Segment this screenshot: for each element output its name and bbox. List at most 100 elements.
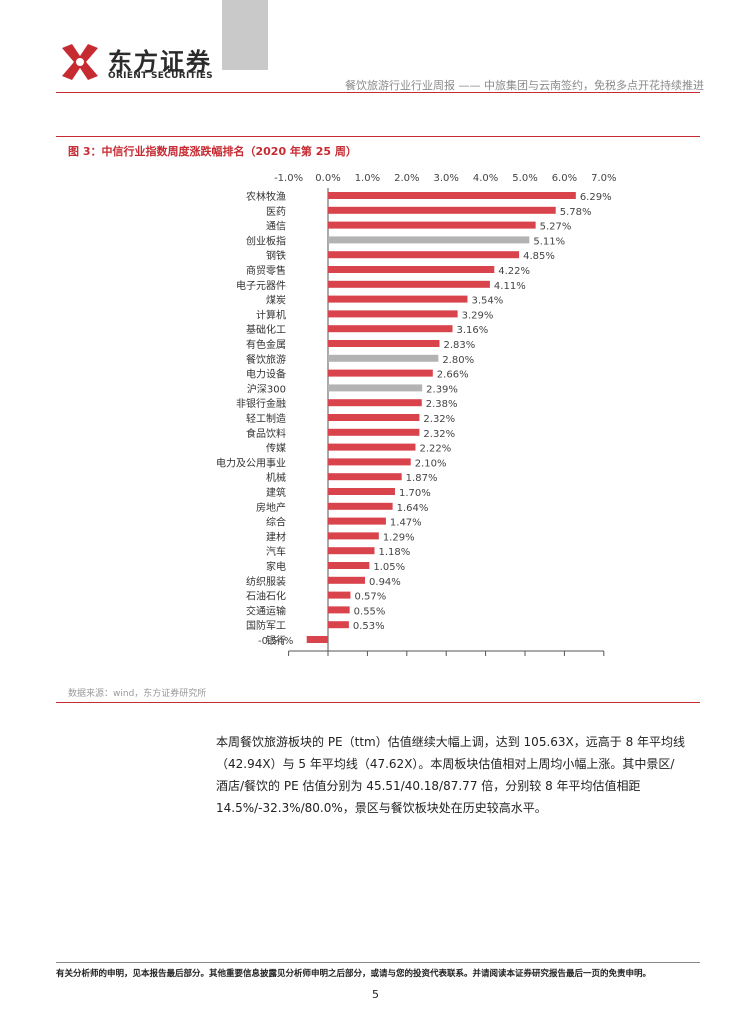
category-label: 基础化工	[246, 323, 286, 336]
x-tick-label: 1.0%	[355, 173, 380, 184]
logo-english-name: ORIENT SECURITIES	[108, 71, 213, 81]
x-tick-label: 0.0%	[315, 173, 340, 184]
x-tick-label: 5.0%	[512, 173, 537, 184]
bar	[328, 280, 490, 288]
bar	[328, 340, 440, 347]
bar	[328, 576, 366, 584]
category-label: 石油石化	[246, 590, 286, 603]
value-label: 4.85%	[523, 251, 555, 262]
bar	[328, 414, 420, 421]
value-label: 1.64%	[397, 503, 429, 514]
bar	[328, 591, 351, 599]
category-label: 沪深300	[247, 382, 286, 395]
bar	[306, 636, 328, 643]
value-label: 3.29%	[462, 310, 494, 321]
category-label: 食品饮料	[246, 427, 286, 440]
category-label: 煤炭	[266, 294, 286, 307]
footer-divider	[56, 962, 700, 963]
value-label: 5.27%	[540, 222, 572, 233]
category-label: 机械	[266, 471, 286, 484]
bar	[328, 354, 439, 362]
category-label: 创业板指	[246, 234, 286, 247]
value-label: 2.66%	[437, 370, 469, 381]
value-label: 2.22%	[419, 444, 451, 455]
value-label: 1.29%	[383, 532, 415, 543]
category-label: 电力设备	[246, 368, 286, 381]
category-label: 通信	[266, 221, 286, 233]
bar	[328, 502, 393, 510]
bar	[328, 192, 576, 199]
bar	[328, 458, 411, 466]
bar	[328, 517, 386, 525]
value-label: 3.54%	[471, 296, 503, 307]
page-number: 5	[372, 988, 379, 1001]
category-label: 餐饮旅游	[246, 353, 286, 366]
value-label: 2.39%	[426, 384, 458, 395]
x-tick-label: 6.0%	[552, 173, 577, 184]
value-label: 2.32%	[423, 414, 455, 425]
category-label: 计算机	[256, 308, 286, 321]
value-label: 3.16%	[457, 325, 489, 336]
body-paragraph: 本周餐饮旅游板块的 PE（ttm）估值继续大幅上调，达到 105.63X，远高于…	[216, 731, 686, 819]
value-label: 2.83%	[444, 340, 476, 351]
value-label: 5.11%	[533, 236, 565, 247]
bar	[328, 266, 495, 273]
value-label: 6.29%	[580, 192, 612, 203]
category-label: 建材	[266, 530, 286, 543]
bar	[328, 443, 416, 451]
figure-title: 图 3：中信行业指数周度涨跌幅排名（2020 年第 25 周）	[68, 145, 357, 158]
report-header-title: 餐饮旅游行业行业周报 —— 中旅集团与云南签约，免税多点开花持续推进	[345, 79, 704, 92]
bar	[328, 606, 350, 614]
value-label: 5.78%	[560, 207, 592, 218]
value-label: 2.10%	[415, 458, 447, 469]
bar	[328, 473, 402, 481]
bar	[328, 488, 395, 495]
category-label: 综合	[266, 516, 286, 529]
x-tick-label: 4.0%	[473, 173, 498, 184]
category-label: 轻工制造	[246, 412, 286, 425]
value-label: 0.55%	[354, 606, 386, 617]
value-label: 1.70%	[399, 488, 431, 499]
logo-chinese-name: 东方证券	[108, 48, 212, 76]
category-label: 家电	[266, 560, 286, 573]
value-label: 1.87%	[406, 473, 438, 484]
bar	[328, 621, 349, 629]
bar	[328, 384, 423, 392]
header-decor-bar	[222, 0, 268, 70]
value-label: 1.05%	[373, 562, 405, 573]
category-label: 钢铁	[266, 249, 286, 262]
body-text: 本周餐饮旅游板块的 PE（ttm）估值继续大幅上调，达到 105.63X，远高于…	[216, 735, 686, 815]
company-logo	[62, 44, 98, 80]
bar	[328, 251, 520, 259]
figure-top-divider	[56, 136, 700, 137]
bar	[328, 562, 370, 569]
value-label: 0.94%	[369, 577, 401, 588]
x-tick-label: -1.0%	[274, 173, 303, 184]
value-label: 0.57%	[354, 592, 386, 603]
bar	[328, 547, 375, 555]
value-label: 0.53%	[353, 621, 385, 632]
category-label: 传媒	[266, 443, 286, 455]
x-tick-label: 7.0%	[591, 173, 616, 184]
bar	[328, 532, 379, 540]
category-label: 电子元器件	[236, 279, 286, 292]
bar	[328, 310, 458, 318]
value-label: 2.32%	[423, 429, 455, 440]
category-label: 医药	[266, 206, 286, 218]
category-label: 房地产	[256, 501, 286, 514]
bar	[328, 325, 453, 333]
x-tick-label: 3.0%	[433, 173, 458, 184]
bar	[328, 221, 536, 229]
header-divider	[56, 92, 700, 93]
figure-source: 数据来源：wind，东方证券研究所	[68, 689, 207, 699]
value-label: 2.38%	[426, 399, 458, 410]
value-label: 4.22%	[498, 266, 530, 277]
category-label: 有色金属	[246, 338, 286, 351]
category-label: 纺织服装	[246, 575, 286, 588]
category-label: 建筑	[266, 486, 286, 499]
bar	[328, 206, 556, 214]
bar	[328, 236, 530, 244]
category-label: 汽车	[266, 545, 286, 558]
bar	[328, 295, 468, 303]
category-label: 农林牧渔	[246, 190, 286, 203]
